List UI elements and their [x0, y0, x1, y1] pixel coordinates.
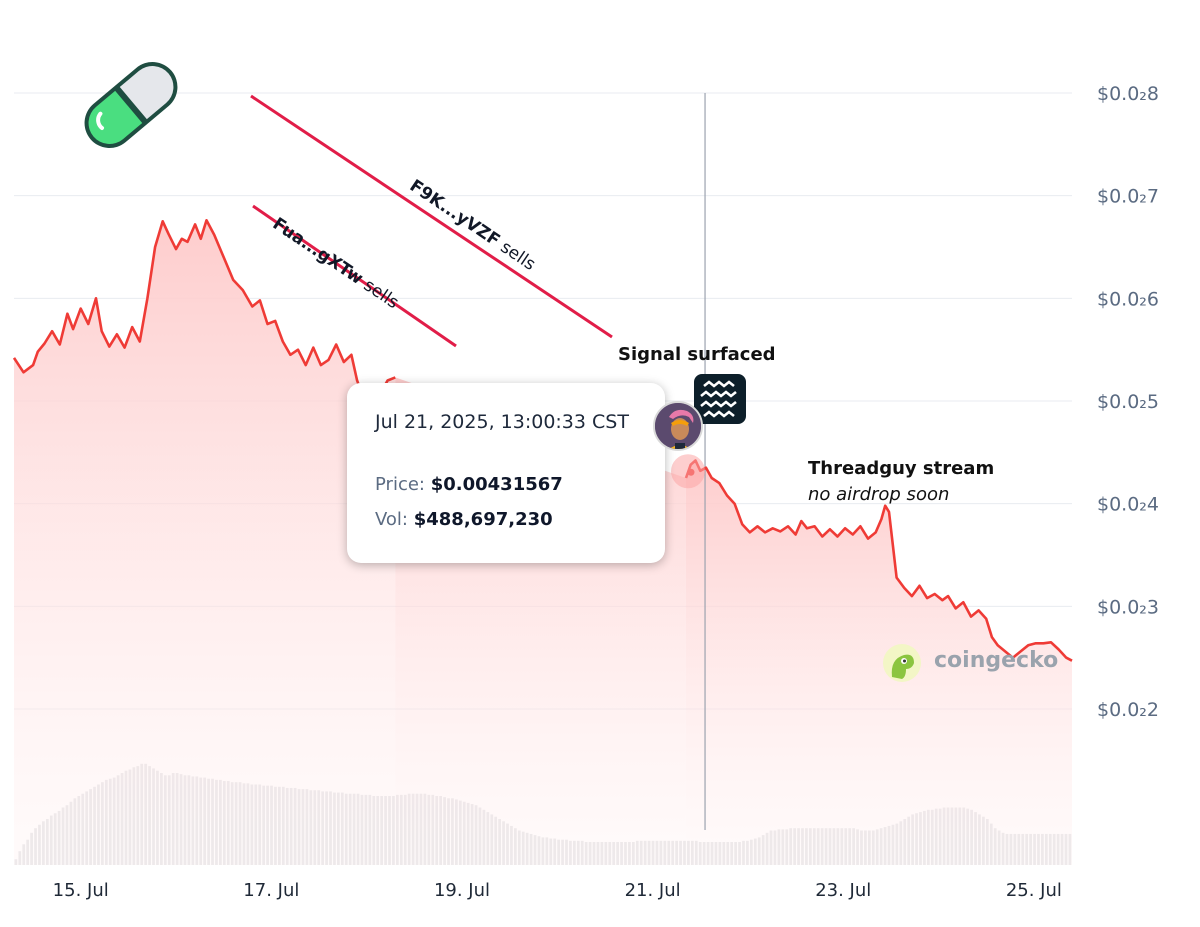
x-tick-label: 23. Jul	[815, 880, 871, 901]
price-line	[12, 219, 396, 408]
stream-annotation-sub: no airdrop soon	[808, 484, 950, 505]
area-fill	[686, 460, 1072, 865]
x-tick-label: 17. Jul	[243, 880, 299, 901]
area-fill	[14, 220, 396, 866]
y-tick-label: $0.0₂6	[1097, 288, 1159, 310]
y-tick-label: $0.0₂4	[1097, 494, 1159, 516]
x-tick-label: 25. Jul	[1006, 880, 1062, 901]
coingecko-watermark: coingecko	[934, 648, 1059, 673]
y-axis: $0.0₂8 $0.0₂7 $0.0₂6 $0.0₂5 $0.0₂4 $0.0₂3 $0.0…	[1097, 83, 1159, 721]
tooltip-vol-row: Vol: $488,697,230	[375, 509, 553, 530]
x-axis: 15. Jul 17. Jul 19. Jul 21. Jul 23. Jul 25. J…	[53, 880, 1062, 901]
x-tick-label: 15. Jul	[53, 880, 109, 901]
hover-marker	[671, 454, 705, 489]
sell-line-1	[250, 94, 613, 339]
avatar-icon	[653, 401, 703, 451]
tooltip-vol-value: $488,697,230	[413, 509, 553, 530]
gecko-icon	[883, 644, 921, 682]
tooltip-price-label: Price:	[375, 474, 425, 495]
y-tick-label: $0.0₂5	[1097, 391, 1159, 413]
sell-lines	[250, 94, 613, 348]
price-tooltip: Jul 21, 2025, 13:00:33 CST Price: $0.004…	[347, 383, 665, 563]
tooltip-date: Jul 21, 2025, 13:00:33 CST	[375, 411, 629, 433]
price-line	[684, 459, 1073, 662]
wave-logo-icon	[694, 374, 746, 424]
tooltip-price-value: $0.00431567	[430, 474, 563, 495]
y-tick-label: $0.0₂3	[1097, 596, 1159, 618]
y-tick-label: $0.0₂7	[1097, 186, 1159, 208]
x-tick-label: 21. Jul	[625, 880, 681, 901]
tooltip-vol-label: Vol:	[375, 509, 408, 530]
y-tick-label: $0.0₂8	[1097, 83, 1159, 105]
y-tick-label: $0.0₂2	[1097, 699, 1159, 721]
tooltip-price-row: Price: $0.00431567	[375, 474, 563, 495]
pill-icon	[84, 62, 178, 148]
signal-annotation: Signal surfaced	[618, 344, 776, 365]
stream-annotation-title: Threadguy stream	[808, 458, 995, 479]
x-tick-label: 19. Jul	[434, 880, 490, 901]
sell-line-2	[252, 204, 457, 348]
